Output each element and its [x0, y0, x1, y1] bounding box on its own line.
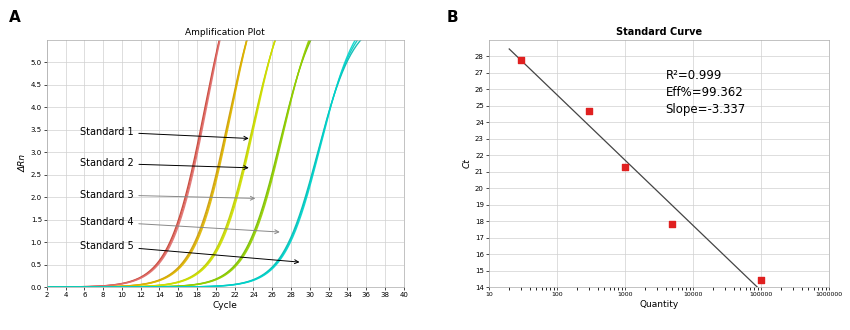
Text: Standard 3: Standard 3	[80, 190, 254, 200]
Text: Standard 5: Standard 5	[80, 241, 298, 264]
Text: Standard 1: Standard 1	[80, 127, 247, 140]
Title: Amplification Plot: Amplification Plot	[185, 28, 265, 37]
Text: A: A	[8, 10, 20, 25]
Text: Standard 4: Standard 4	[80, 217, 279, 234]
Title: Standard Curve: Standard Curve	[615, 27, 702, 37]
Point	[666, 221, 679, 226]
Text: R²=0.999
Eff%=99.362
Slope=-3.337: R²=0.999 Eff%=99.362 Slope=-3.337	[666, 69, 745, 116]
Text: Standard 2: Standard 2	[80, 158, 247, 170]
Point	[582, 109, 596, 114]
Point	[618, 164, 632, 169]
X-axis label: Cycle: Cycle	[212, 301, 238, 310]
Y-axis label: ΔRn: ΔRn	[19, 154, 28, 172]
Y-axis label: Ct: Ct	[463, 158, 472, 168]
Text: B: B	[446, 10, 458, 25]
X-axis label: Quantity: Quantity	[639, 300, 678, 309]
Point	[514, 58, 528, 63]
Point	[754, 278, 768, 283]
